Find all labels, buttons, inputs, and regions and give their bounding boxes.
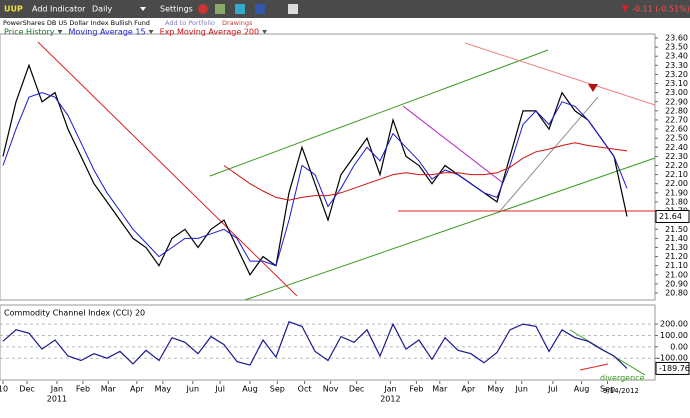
last-value-label: 21.64: [659, 212, 682, 221]
y-tick-label: 23.20: [665, 70, 688, 79]
price-change: -0.11 (-0.51%): [632, 5, 690, 14]
legend-arrow: [57, 30, 63, 34]
period[interactable]: Daily: [92, 5, 113, 14]
x-tick-label: Oct: [298, 385, 312, 394]
toolbar-icons: [198, 4, 298, 14]
last-value-box: [655, 210, 690, 223]
settings[interactable]: Settings: [160, 5, 193, 14]
cci-panel: [0, 304, 656, 381]
legend-arrow: [262, 30, 268, 34]
dropdown-arrow: [140, 7, 146, 11]
annotation: 9/14/2012: [603, 387, 639, 395]
toolbar: [0, 0, 690, 18]
symbol[interactable]: UUP: [4, 5, 23, 14]
y-tick-label: 22.40: [665, 143, 688, 152]
legend-entry: Exp Moving Average 200: [160, 28, 260, 37]
x-tick-label: Dec: [19, 385, 34, 394]
y-tick-label: 23.30: [665, 61, 688, 70]
legend-entry: Moving Average 15: [69, 28, 146, 37]
y-tick-label: 23.00: [665, 88, 688, 97]
y-tick-label: 21.50: [665, 225, 688, 234]
legend-arrow: [148, 30, 154, 34]
x-tick-label: Mar: [432, 385, 448, 394]
x-tick-label: Jul: [547, 385, 558, 394]
x-tick-label: May: [487, 385, 504, 394]
y-tick-label: 22.20: [665, 161, 688, 170]
y-tick-label: 23.50: [665, 43, 688, 52]
y-tick-label: 22.10: [665, 170, 688, 179]
y-tick-label: 22.70: [665, 115, 688, 124]
x-tick-label: 10: [0, 385, 8, 394]
x-tick-label: Dec: [349, 385, 364, 394]
x-tick-label: Jun: [186, 385, 200, 394]
y-tick-label: 22.90: [665, 97, 688, 106]
x-tick-label: Feb: [76, 385, 90, 394]
drawings-layer: [37, 41, 656, 376]
x-tick-label: Jan: [50, 385, 63, 394]
x-tick-label: Aug: [574, 385, 590, 394]
x-tick-label: Apr: [130, 385, 145, 394]
last-value-label: -189.76: [659, 364, 690, 373]
y-tick-label: 23.10: [665, 79, 688, 88]
y-tick-label: 22.60: [665, 125, 688, 134]
y-tick-label: 21.00: [665, 270, 688, 279]
y-tick-label: -100.00: [657, 354, 688, 363]
series-line: [2, 63, 628, 276]
x-tick-label: May: [155, 385, 172, 394]
x-tick-label: Mar: [101, 385, 117, 394]
annotation: divergence: [600, 374, 645, 383]
y-tick-label: 100.00: [660, 331, 688, 340]
add-indicator[interactable]: Add Indicator: [32, 5, 86, 14]
x-tick-label: Feb: [409, 385, 423, 394]
y-tick-label: 20.80: [665, 289, 688, 298]
y-tick-label: 21.40: [665, 234, 688, 243]
y-tick-label: 23.60: [665, 34, 688, 43]
add-to-portfolio[interactable]: Add to Portfolio: [165, 19, 215, 27]
series-line: [223, 142, 628, 201]
x-tick-label: Aug: [242, 385, 258, 394]
legend-entry: Price History: [4, 28, 55, 37]
year-label: 2012: [380, 395, 400, 404]
cci-title: Commodity Channel Index (CCI) 20: [4, 309, 145, 318]
x-tick-label: Jul: [214, 385, 225, 394]
y-tick-label: 22.00: [665, 179, 688, 188]
x-tick-label: Jan: [383, 385, 396, 394]
last-value-box: [655, 361, 690, 375]
y-tick-label: 21.90: [665, 188, 688, 197]
y-tick-label: 22.80: [665, 106, 688, 115]
y-tick-label: 200.00: [660, 320, 688, 329]
y-tick-label: 21.10: [665, 261, 688, 270]
y-tick-label: 21.20: [665, 252, 688, 261]
fund-name: PowerShares DB US Dollar Index Bullish F…: [3, 19, 150, 27]
x-tick-label: Nov: [323, 385, 339, 394]
year-label: 2011: [47, 395, 67, 404]
y-tick-label: 21.80: [665, 197, 688, 206]
y-tick-label: 0.00: [670, 342, 688, 351]
y-tick-label: 23.40: [665, 52, 688, 61]
series-line: [2, 321, 628, 369]
y-tick-label: 21.30: [665, 243, 688, 252]
x-tick-label: Sep: [600, 385, 615, 394]
y-tick-label: 22.30: [665, 152, 688, 161]
down-arrow: [622, 5, 628, 13]
y-tick-label: 22.50: [665, 134, 688, 143]
price-panel: [0, 33, 656, 301]
series-line: [2, 92, 628, 267]
x-tick-label: Apr: [461, 385, 476, 394]
x-tick-label: Jun: [514, 385, 528, 394]
drawings[interactable]: Drawings: [222, 19, 253, 27]
y-tick-label: 20.90: [665, 279, 688, 288]
x-tick-label: Sep: [270, 385, 285, 394]
